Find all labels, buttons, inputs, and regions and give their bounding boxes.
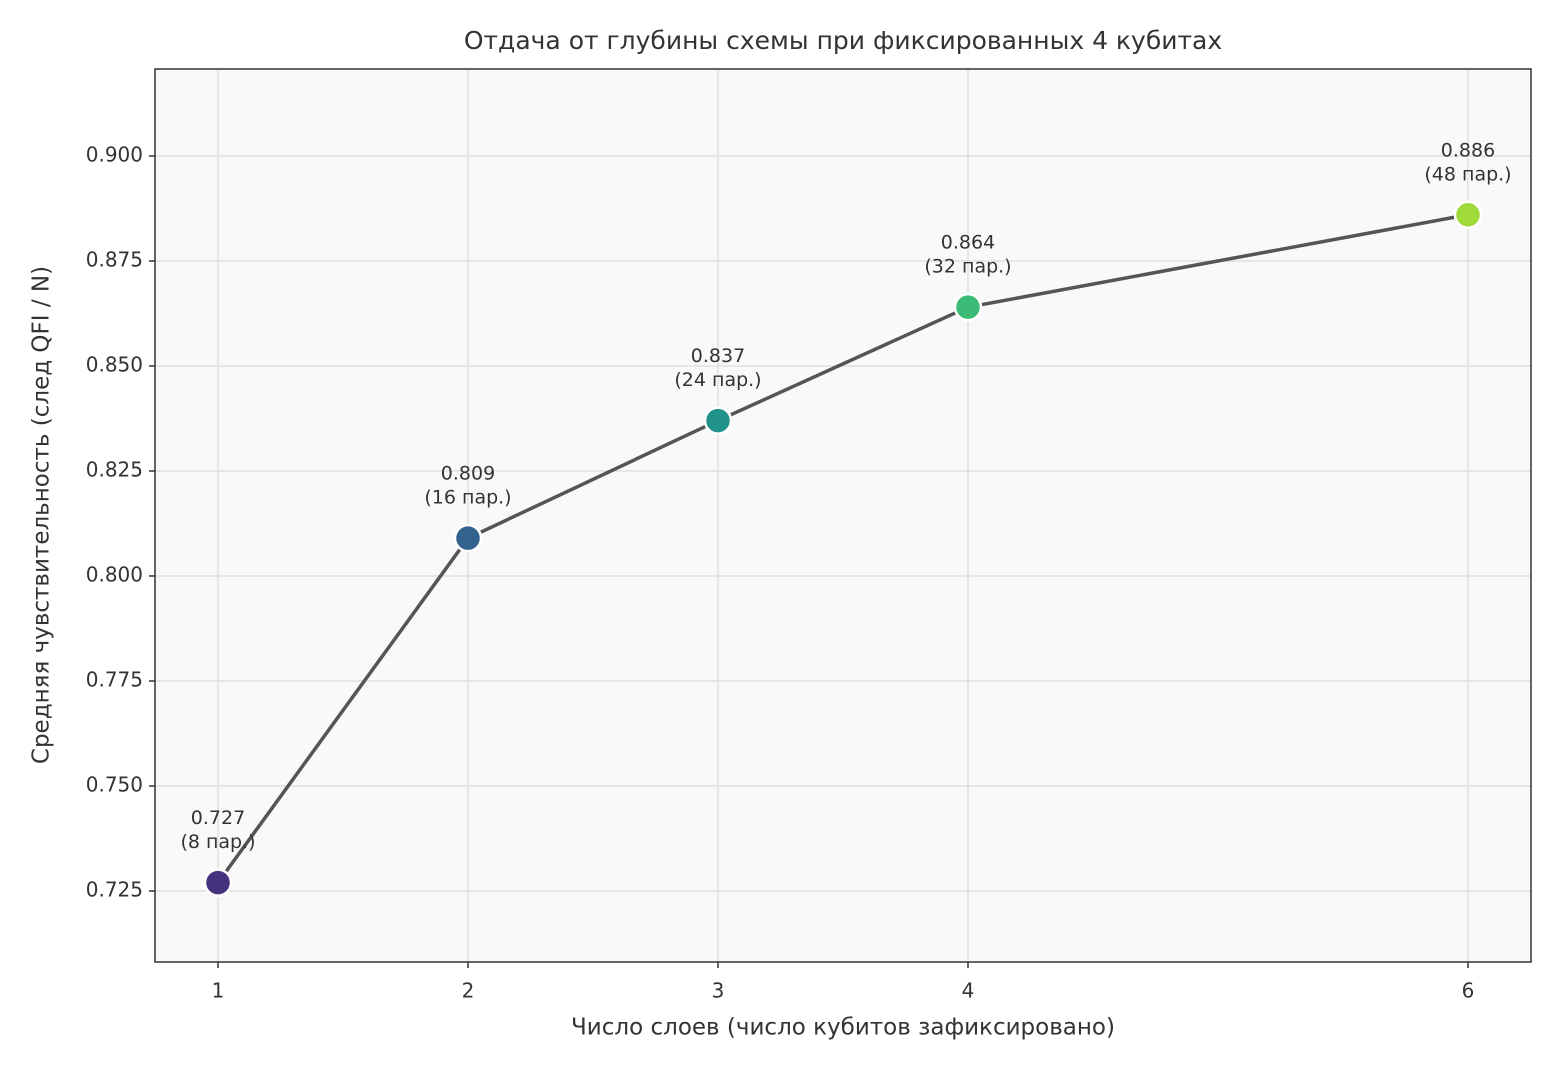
plot-frame xyxy=(154,68,1532,963)
data-note: (32 пар.) xyxy=(924,256,1011,278)
data-point xyxy=(203,868,233,897)
data-label: 0.837 xyxy=(691,345,745,367)
data-point xyxy=(453,523,483,553)
x-tick-label: 2 xyxy=(462,979,475,1003)
y-tick-label: 0.825 xyxy=(86,457,143,481)
x-tick-label: 3 xyxy=(712,979,725,1003)
y-tick-label: 0.800 xyxy=(86,562,143,586)
data-note: (48 пар.) xyxy=(1424,163,1511,185)
data-note: (16 пар.) xyxy=(424,487,511,509)
y-tick-label: 0.750 xyxy=(86,773,143,797)
data-note: (24 пар.) xyxy=(674,369,761,391)
data-note: (8 пар.) xyxy=(180,831,255,853)
data-label: 0.864 xyxy=(941,232,995,254)
y-tick-label: 0.850 xyxy=(86,352,143,376)
data-point xyxy=(1453,200,1483,230)
data-point xyxy=(703,406,733,435)
y-tick-label: 0.900 xyxy=(86,142,143,166)
data-label: 0.809 xyxy=(441,463,495,485)
y-tick-label: 0.875 xyxy=(86,247,143,271)
plot-area xyxy=(155,69,1531,962)
chart-title: Отдача от глубины схемы при фиксированны… xyxy=(464,26,1222,55)
y-tick-label: 0.725 xyxy=(86,878,143,902)
x-axis-label: Число слоев (число кубитов зафиксировано… xyxy=(571,1015,1115,1041)
y-tick-label: 0.775 xyxy=(86,667,143,691)
x-tick-label: 4 xyxy=(962,979,975,1003)
x-tick-label: 6 xyxy=(1462,979,1475,1003)
x-tick-label: 1 xyxy=(212,979,225,1003)
data-label: 0.886 xyxy=(1441,139,1495,161)
data-label: 0.727 xyxy=(191,807,245,829)
y-axis-label: Средняя чувствительность (след QFI / N) xyxy=(29,266,55,764)
data-point xyxy=(953,292,983,322)
